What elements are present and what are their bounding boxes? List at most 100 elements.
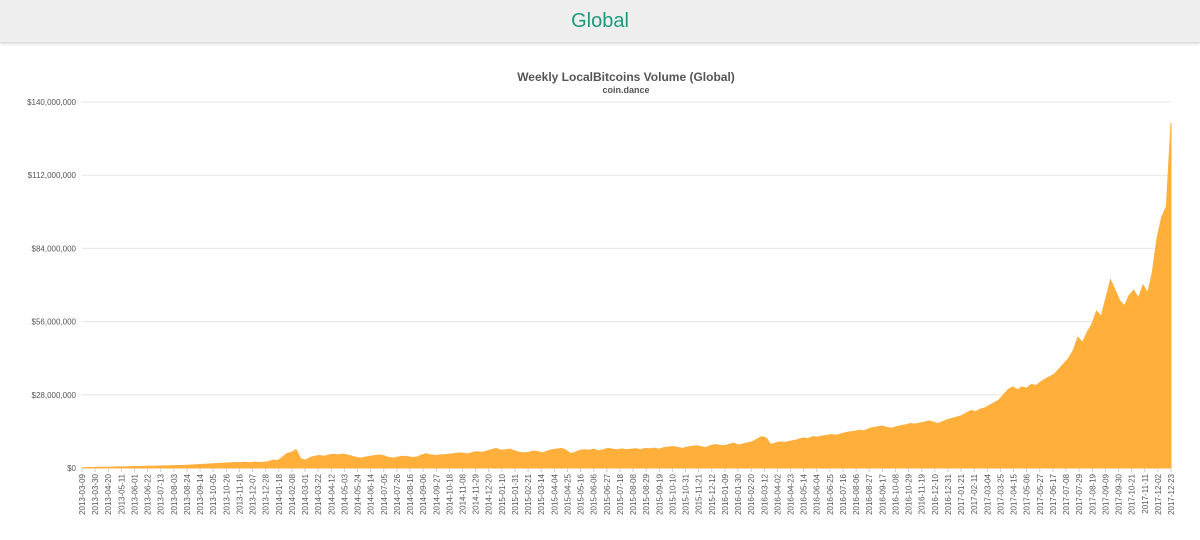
- x-tick-label: 2014-11-29: [472, 473, 481, 514]
- x-tick-label: 2016-08-06: [852, 473, 861, 514]
- x-tick-label: 2014-11-08: [458, 473, 467, 514]
- x-tick-label: 2016-01-09: [721, 473, 730, 514]
- x-tick-label: 2013-03-30: [91, 473, 100, 514]
- x-tick-label: 2015-08-29: [642, 473, 651, 514]
- x-tick-label: 2014-09-27: [432, 473, 441, 514]
- x-tick-label: 2015-11-21: [695, 473, 704, 514]
- x-tick-label: 2015-01-10: [498, 473, 507, 514]
- x-tick-label: 2014-03-22: [314, 473, 323, 514]
- x-tick-label: 2015-02-21: [524, 473, 533, 514]
- x-tick-label: 2013-12-28: [262, 473, 271, 514]
- x-tick-label: 2017-03-25: [996, 473, 1005, 514]
- x-tick-label: 2016-09-17: [878, 473, 887, 514]
- x-tick-label: 2017-02-11: [970, 473, 979, 514]
- page-header: Global: [0, 0, 1200, 43]
- x-tick-label: 2014-08-16: [406, 473, 415, 514]
- x-tick-label: 2016-04-23: [787, 473, 796, 514]
- x-tick-label: 2014-05-03: [340, 473, 349, 514]
- x-tick-label: 2017-09-09: [1101, 473, 1110, 514]
- x-tick-label: 2013-07-13: [157, 473, 166, 514]
- x-tick-label: 2015-09-19: [655, 473, 664, 514]
- x-tick-label: 2013-03-09: [78, 473, 87, 514]
- x-tick-label: 2014-10-18: [445, 473, 454, 514]
- area-layer: [81, 122, 1172, 469]
- x-axis: 2013-03-09 2013-03-30 2013-04-20 2013-05-11…: [78, 468, 1176, 515]
- page-title: Global: [571, 9, 629, 32]
- x-tick-label: 2014-05-24: [354, 473, 363, 514]
- x-tick-label: 2016-08-27: [865, 473, 874, 514]
- x-tick-label: 2016-10-08: [891, 473, 900, 514]
- x-tick-label: 2014-06-14: [367, 473, 376, 514]
- x-tick-label: 2016-01-30: [734, 473, 743, 514]
- x-tick-label: 2015-06-27: [603, 473, 612, 514]
- area-chart: Weekly LocalBitcoins Volume (Global) coi…: [27, 70, 1176, 515]
- x-tick-label: 2015-12-12: [708, 473, 717, 514]
- x-tick-label: 2015-07-18: [616, 473, 625, 514]
- y-tick-label: $56,000,000: [32, 318, 77, 327]
- x-tick-label: 2016-05-14: [800, 473, 809, 514]
- x-tick-label: 2017-04-15: [1010, 473, 1019, 514]
- x-tick-label: 2015-08-08: [629, 473, 638, 514]
- x-tick-label: 2013-04-20: [104, 473, 113, 514]
- x-tick-label: 2016-04-02: [773, 473, 782, 514]
- x-tick-label: 2013-12-07: [249, 473, 258, 514]
- x-tick-label: 2014-02-08: [288, 473, 297, 514]
- x-tick-label: 2015-04-25: [563, 473, 572, 514]
- x-tick-label: 2017-07-29: [1075, 473, 1084, 514]
- series-area: [81, 122, 1172, 469]
- x-tick-label: 2015-05-16: [577, 473, 586, 514]
- x-tick-label: 2017-01-21: [957, 473, 966, 514]
- x-tick-label: 2016-06-04: [813, 473, 822, 514]
- x-tick-label: 2017-09-30: [1115, 473, 1124, 514]
- x-tick-label: 2016-02-20: [747, 473, 756, 514]
- x-tick-label: 2016-07-16: [839, 473, 848, 514]
- x-tick-label: 2014-09-06: [419, 473, 428, 514]
- x-tick-label: 2017-12-02: [1154, 473, 1163, 514]
- x-tick-label: 2014-01-18: [275, 473, 284, 514]
- y-tick-label: $0: [67, 464, 76, 473]
- x-tick-label: 2013-11-16: [235, 473, 244, 514]
- x-tick-label: 2017-08-19: [1088, 473, 1097, 514]
- y-tick-label: $28,000,000: [32, 391, 77, 400]
- x-tick-label: 2015-01-31: [511, 473, 520, 514]
- x-tick-label: 2013-09-14: [196, 473, 205, 514]
- x-tick-label: 2014-04-12: [327, 473, 336, 514]
- chart-subtitle: coin.dance: [602, 85, 649, 95]
- x-tick-label: 2016-03-12: [760, 473, 769, 514]
- x-tick-label: 2016-12-31: [944, 473, 953, 514]
- x-tick-label: 2017-07-08: [1062, 473, 1071, 514]
- x-tick-label: 2013-08-03: [170, 473, 179, 514]
- x-tick-label: 2017-05-27: [1036, 473, 1045, 514]
- x-tick-label: 2013-10-26: [222, 473, 231, 514]
- y-tick-label: $140,000,000: [27, 98, 76, 107]
- x-tick-label: 2015-10-31: [682, 473, 691, 514]
- chart-container: Weekly LocalBitcoins Volume (Global) coi…: [0, 43, 1200, 535]
- x-tick-label: 2013-10-05: [209, 473, 218, 514]
- x-tick-label: 2016-12-10: [931, 473, 940, 514]
- x-tick-label: 2015-06-06: [590, 473, 599, 514]
- x-tick-label: 2013-05-11: [117, 473, 126, 514]
- x-tick-label: 2017-11-11: [1141, 473, 1150, 513]
- y-tick-label: $84,000,000: [32, 244, 77, 253]
- x-tick-label: 2013-06-22: [144, 473, 153, 514]
- x-tick-label: 2017-03-04: [983, 473, 992, 514]
- x-tick-label: 2015-10-10: [668, 473, 677, 514]
- x-tick-label: 2016-06-25: [826, 473, 835, 514]
- x-tick-label: 2015-04-04: [550, 473, 559, 514]
- x-tick-label: 2017-10-21: [1128, 473, 1137, 514]
- y-tick-label: $112,000,000: [28, 171, 77, 180]
- x-tick-label: 2013-06-01: [130, 473, 139, 514]
- x-tick-label: 2014-12-20: [485, 473, 494, 514]
- x-tick-label: 2013-08-24: [183, 473, 192, 514]
- x-tick-label: 2015-03-14: [537, 473, 546, 514]
- x-tick-label: 2016-10-29: [905, 473, 914, 514]
- x-tick-label: 2017-06-17: [1049, 473, 1058, 514]
- x-tick-label: 2017-12-23: [1167, 473, 1176, 514]
- x-tick-label: 2016-11-19: [918, 473, 927, 514]
- x-tick-label: 2014-07-05: [380, 473, 389, 514]
- chart-title: Weekly LocalBitcoins Volume (Global): [517, 70, 735, 84]
- y-axis: $0 $28,000,000 $56,000,000 $84,000,000 $112,…: [27, 98, 76, 473]
- x-tick-label: 2017-05-06: [1023, 473, 1032, 514]
- x-tick-label: 2014-03-01: [301, 473, 310, 514]
- x-tick-label: 2014-07-26: [393, 473, 402, 514]
